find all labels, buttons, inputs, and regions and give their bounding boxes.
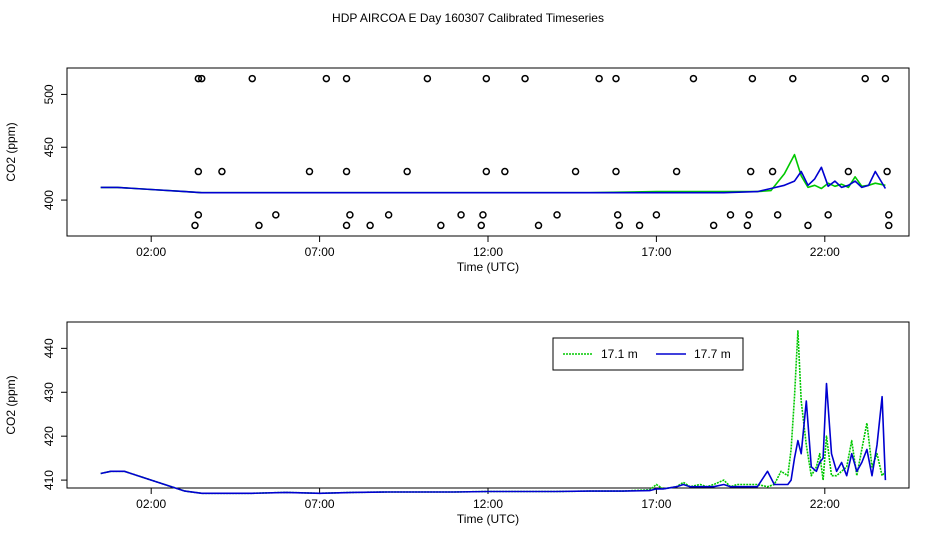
sample-marker [709,221,718,230]
sample-marker [197,74,206,83]
sample-marker [218,167,226,176]
x-tick-label: 17:00 [641,497,671,511]
sample-marker [726,211,735,219]
panel-top: 02:00 07:00 12:00 17:00 22:00 400 450 500 Time (… [4,67,910,274]
sample-marker [346,211,354,219]
x-axis-label: Time (UTC) [457,512,519,526]
sample-marker [457,211,465,219]
sample-marker [743,221,752,230]
sample-marker [885,211,893,219]
sample-marker [652,211,661,219]
x-tick-label: 07:00 [305,245,335,259]
sample-marker [482,74,491,83]
sample-marker [804,221,812,230]
y-tick-label: 450 [42,137,56,157]
x-tick-label: 02:00 [136,497,166,511]
sample-marker [861,74,869,83]
sample-marker [477,221,486,230]
legend-label: 17.1 m [601,347,638,361]
x-tick-label: 12:00 [473,497,503,511]
panel-bottom: 02:00 07:00 12:00 17:00 22:00 410 420 430 440 Tim… [4,321,910,526]
sample-marker [305,167,314,176]
sample-marker [844,167,853,176]
sample-marker [342,74,351,83]
x-tick-label: 17:00 [641,245,671,259]
y-tick-label: 430 [42,382,56,402]
sample-marker [437,221,445,230]
y-tick-label: 500 [42,84,56,104]
series-line-0 [100,153,886,194]
x-axis-label: Time (UTC) [457,260,519,274]
sample-marker [746,167,755,176]
sample-marker [773,211,782,219]
series-line-1 [100,166,887,194]
x-tick-label: 12:00 [473,245,503,259]
legend-label: 17.7 m [694,347,731,361]
sample-marker [635,221,644,230]
sample-marker [553,211,561,219]
sample-marker [881,74,890,83]
x-tick-label: 07:00 [305,497,335,511]
y-tick-label: 420 [42,426,56,446]
sample-marker [789,74,797,83]
sample-marker [613,211,622,219]
plot-frame [66,67,910,237]
sample-marker [883,167,891,176]
series-line-17-7-m [100,382,887,495]
plot-frame [66,321,910,489]
sample-marker [612,74,620,83]
sample-marker [824,211,832,219]
y-axis-label: CO2 (ppm) [4,122,18,181]
sample-marker [768,167,777,176]
sample-marker [672,167,681,176]
sample-marker [689,74,698,83]
x-tick-label: 22:00 [810,245,840,259]
sample-marker [423,74,432,83]
sample-marker [248,74,256,83]
sample-marker [384,211,393,219]
sample-marker [612,167,620,176]
sample-marker [403,167,411,176]
sample-marker [479,211,487,219]
y-tick-label: 410 [42,470,56,490]
sample-marker [521,74,529,83]
y-axis-label: CO2 (ppm) [4,375,18,434]
sample-marker [748,74,757,83]
sample-marker [342,221,351,230]
sample-marker [595,74,603,83]
y-tick-label: 440 [42,338,56,358]
sample-marker [501,167,509,176]
sample-marker [194,167,203,176]
sample-marker [366,221,374,230]
x-tick-label: 22:00 [810,497,840,511]
sample-marker [194,211,203,219]
sample-marker [615,221,624,230]
sample-marker [482,167,491,176]
sample-marker [255,221,263,230]
sample-marker [571,167,580,176]
sample-marker [745,211,753,219]
y-tick-label: 400 [42,190,56,210]
sample-marker [885,221,893,230]
sample-marker [342,167,351,176]
sample-marker [191,221,199,230]
series-line-17-1-m [100,329,887,495]
sample-marker [534,221,543,230]
sample-marker [272,211,280,219]
sample-marker [194,74,203,83]
figure-title: HDP AIRCOA E Day 160307 Calibrated Times… [332,11,604,25]
x-tick-label: 02:00 [136,245,166,259]
sample-marker [322,74,331,83]
